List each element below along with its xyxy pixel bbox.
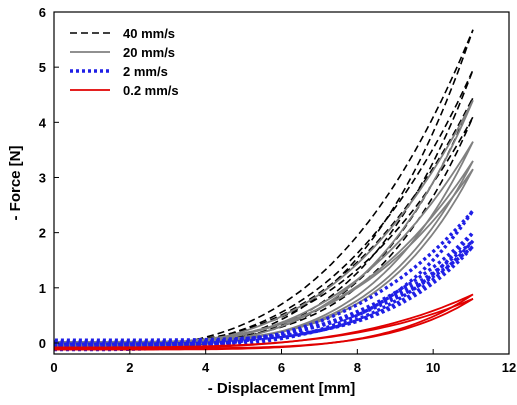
x-axis-title: - Displacement [mm] xyxy=(208,380,356,397)
y-tick-label: 0 xyxy=(39,336,46,351)
x-tick-label: 2 xyxy=(126,360,133,375)
x-tick-label: 6 xyxy=(278,360,285,375)
y-axis-title: - Force [N] xyxy=(7,145,24,220)
series-curve xyxy=(54,29,474,351)
y-tick-label: 2 xyxy=(39,226,46,241)
x-tick-label: 0 xyxy=(50,360,57,375)
series-curve xyxy=(54,99,474,351)
legend: 40 mm/s 20 mm/s 2 mm/s 0.2 mm/s xyxy=(70,26,179,98)
y-tick-label: 3 xyxy=(39,170,46,185)
x-tick-label: 8 xyxy=(354,360,361,375)
y-tick-label: 6 xyxy=(39,5,46,20)
legend-label: 0.2 mm/s xyxy=(123,83,179,98)
series-lines xyxy=(54,29,475,352)
series-curve xyxy=(54,69,474,351)
series-curve xyxy=(54,297,474,350)
y-tick-label: 1 xyxy=(39,281,46,296)
series-curve xyxy=(54,116,474,347)
x-axis-ticks: 0 2 4 6 8 10 12 xyxy=(50,349,516,375)
y-tick-label: 5 xyxy=(39,60,46,75)
series-curve xyxy=(54,245,475,346)
y-axis-ticks: 0 1 2 3 4 5 6 xyxy=(39,5,59,351)
legend-label: 20 mm/s xyxy=(123,45,175,60)
series-curve xyxy=(54,97,474,350)
legend-label: 2 mm/s xyxy=(123,64,168,79)
y-tick-label: 4 xyxy=(39,115,47,130)
legend-label: 40 mm/s xyxy=(123,26,175,41)
x-tick-label: 10 xyxy=(426,360,440,375)
x-tick-label: 12 xyxy=(502,360,516,375)
x-tick-label: 4 xyxy=(202,360,210,375)
